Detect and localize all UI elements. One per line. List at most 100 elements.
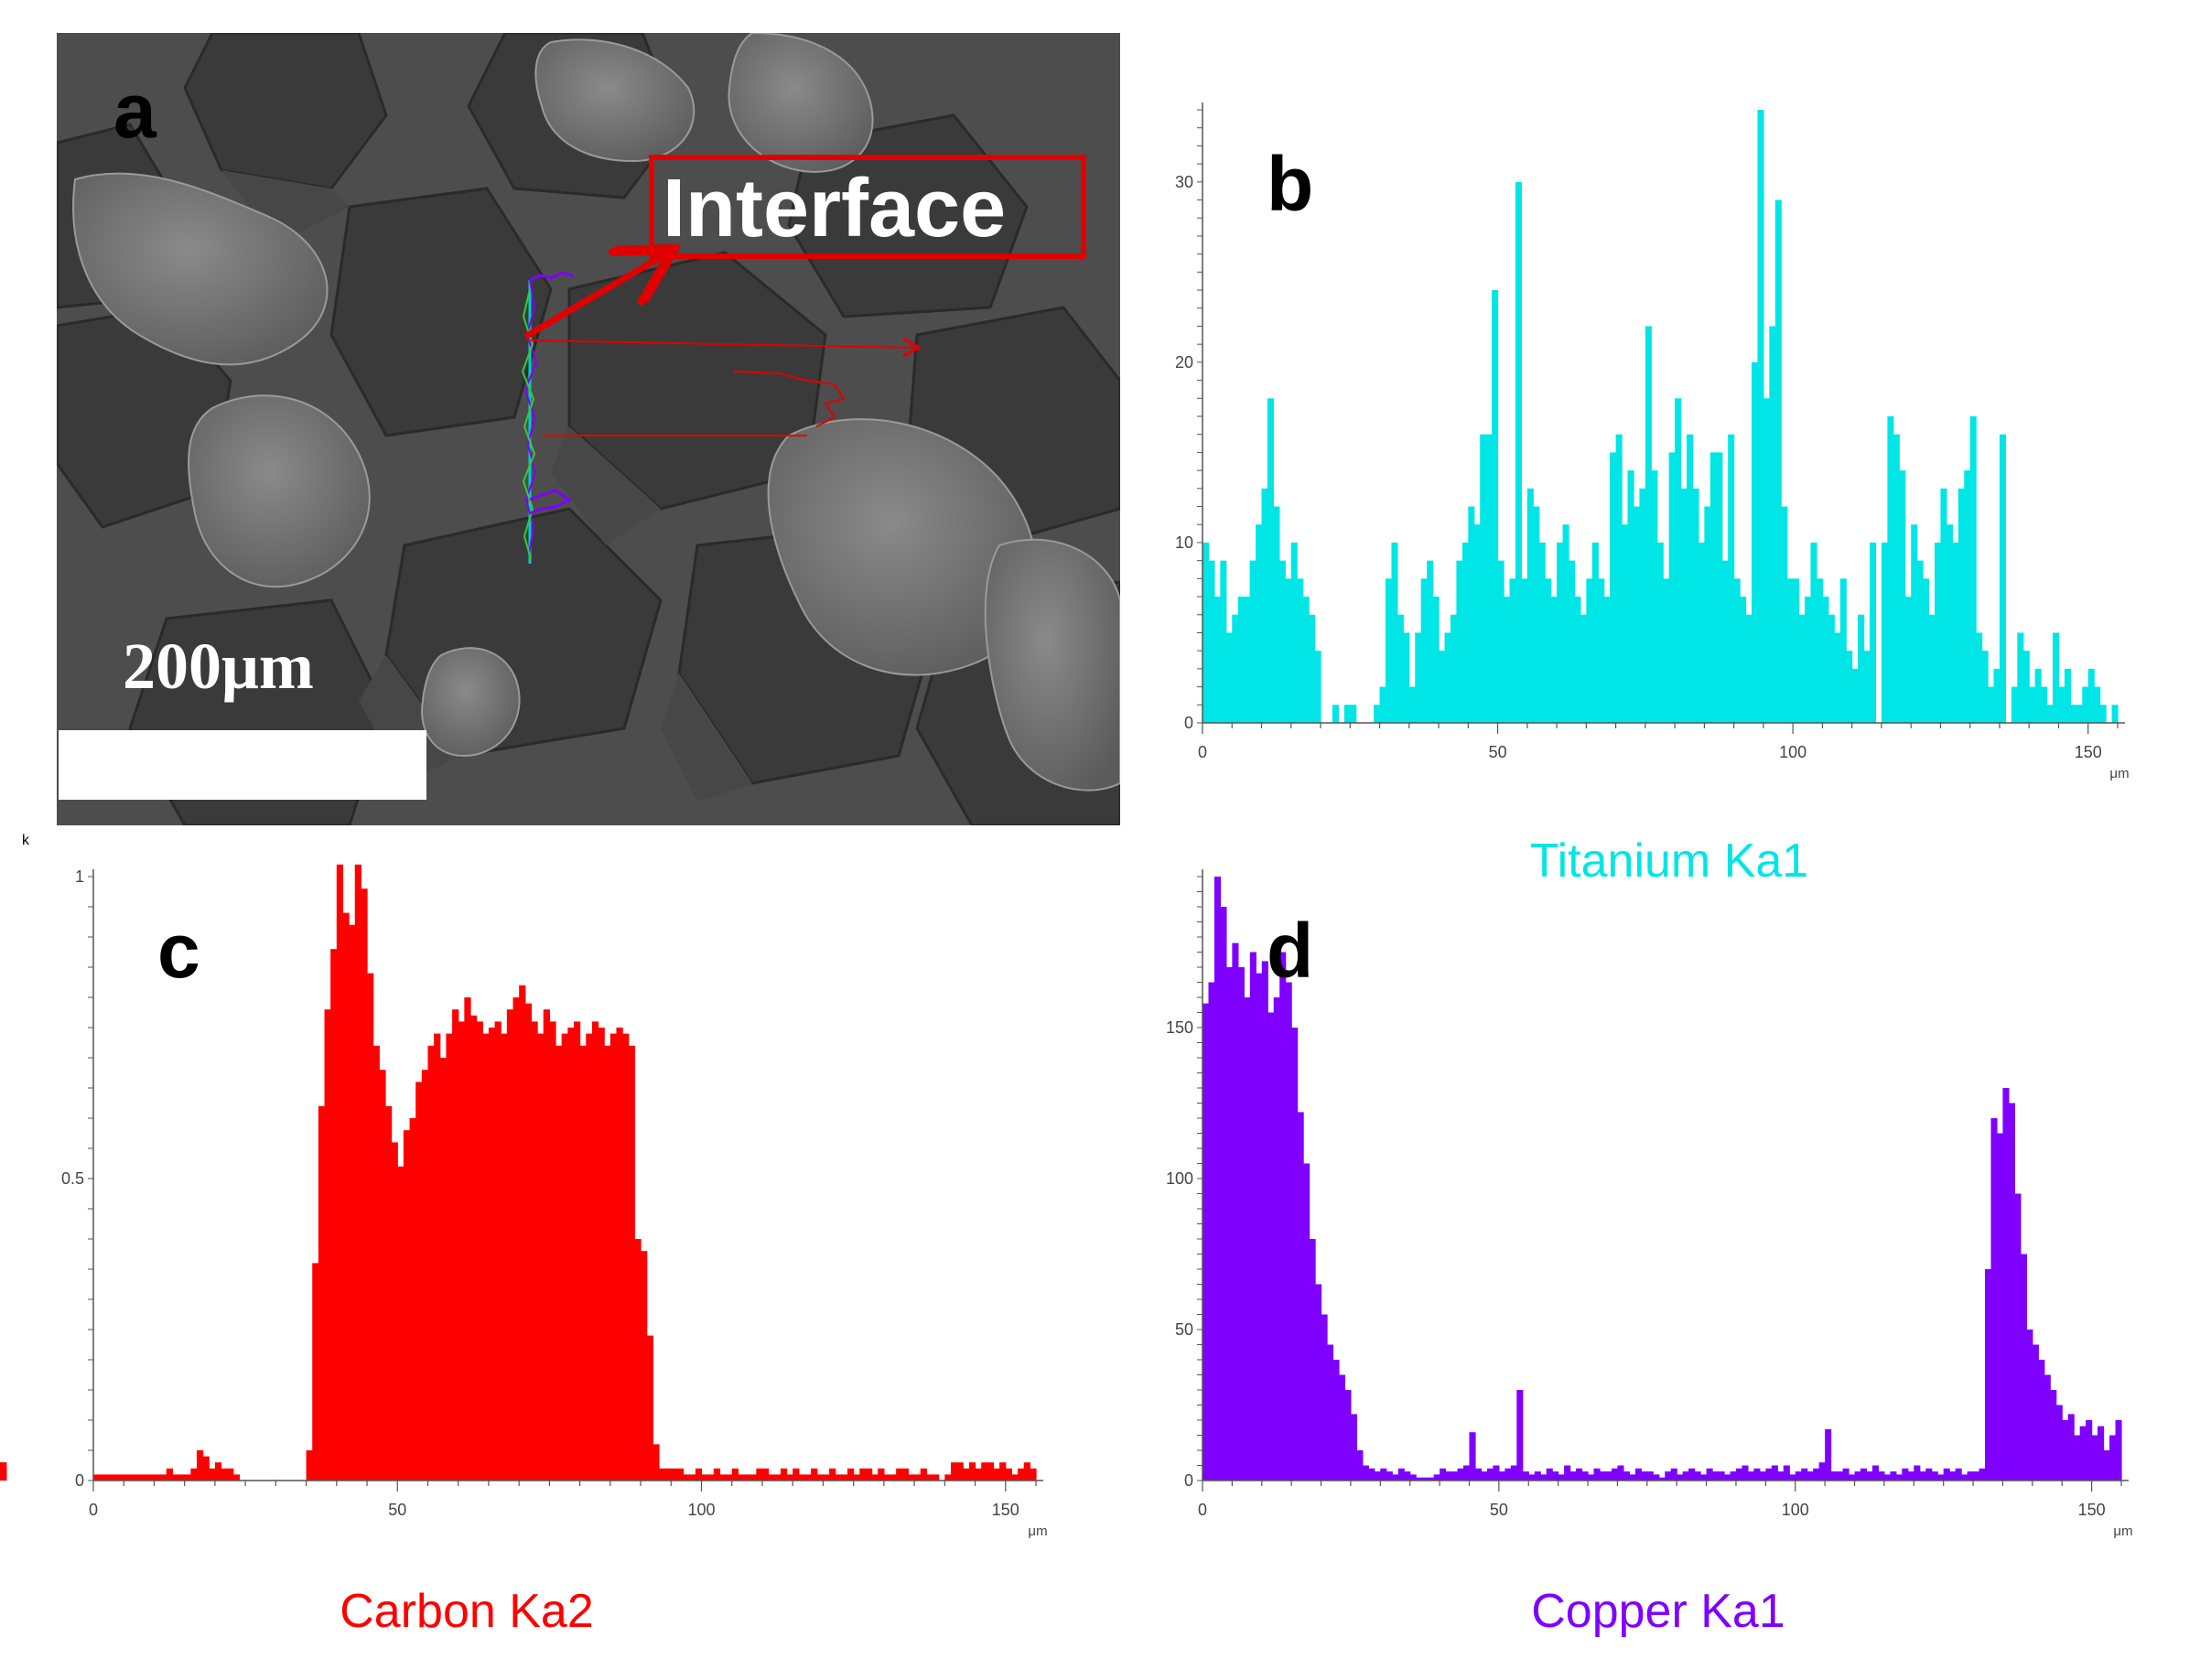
bar — [330, 949, 338, 1481]
bar — [816, 1474, 825, 1481]
bar — [1213, 597, 1221, 723]
bar — [1680, 488, 1688, 723]
bar — [1468, 506, 1475, 723]
bar — [1834, 632, 1841, 723]
bar — [1285, 982, 1292, 1481]
bar — [1557, 542, 1564, 723]
bar — [616, 1028, 623, 1481]
bar — [1391, 542, 1398, 723]
bar — [1846, 651, 1853, 723]
bar — [476, 1021, 483, 1481]
bar — [1439, 651, 1446, 723]
bar — [1285, 578, 1292, 723]
bar — [214, 1462, 222, 1481]
bar — [944, 1474, 952, 1481]
bar — [1837, 1471, 1844, 1481]
bar — [1923, 578, 1930, 723]
bar — [1397, 614, 1404, 723]
bar — [1781, 506, 1788, 723]
bar — [2094, 686, 2101, 723]
bar — [1338, 1374, 1346, 1481]
bar — [2111, 705, 2119, 723]
bar — [1480, 434, 1487, 723]
bar — [1469, 1432, 1476, 1481]
bar — [1645, 326, 1652, 723]
bar — [1688, 1468, 1696, 1481]
bar — [1753, 1468, 1761, 1481]
bar — [1545, 578, 1552, 723]
bar — [1332, 1360, 1340, 1481]
bar — [920, 1468, 927, 1481]
bar — [1783, 1465, 1790, 1481]
bar — [1789, 1474, 1796, 1481]
y-tick-label: 20 — [1175, 353, 1193, 372]
bar — [579, 1045, 587, 1481]
bar — [1854, 1471, 1861, 1481]
bar — [1999, 434, 2007, 723]
bar — [713, 1468, 721, 1481]
bar — [537, 1033, 545, 1481]
bar — [1440, 1468, 1447, 1481]
bar — [1534, 1471, 1541, 1481]
bar — [427, 1045, 435, 1481]
x-tick-label: 100 — [1782, 1501, 1809, 1519]
bar — [1765, 1468, 1773, 1481]
bar — [1213, 877, 1222, 1481]
y-tick-label: 1 — [75, 867, 84, 886]
bar — [744, 1474, 751, 1481]
bar — [1344, 1390, 1352, 1481]
x-unit-label: μm — [2109, 766, 2129, 781]
bar — [1473, 524, 1481, 723]
bar — [1851, 668, 1859, 723]
bar — [306, 1450, 313, 1481]
bar — [634, 1239, 642, 1481]
bar — [1641, 1471, 1648, 1481]
bar — [452, 1009, 459, 1481]
bar — [1858, 614, 1865, 723]
bar — [871, 1474, 879, 1481]
bar — [2074, 1435, 2081, 1481]
bar — [1481, 1471, 1488, 1481]
bar — [142, 1474, 149, 1481]
bar — [1030, 1468, 1037, 1481]
bar — [458, 1021, 465, 1481]
panel-a-letter: a — [113, 68, 157, 154]
bar — [1291, 1028, 1299, 1481]
bar — [2099, 705, 2107, 723]
bar — [1895, 1474, 1903, 1481]
scale-bar — [59, 730, 426, 800]
bar — [342, 912, 350, 1481]
bar — [178, 1474, 186, 1481]
bar — [1297, 1112, 1304, 1481]
bar — [1526, 488, 1534, 723]
bar — [470, 1015, 478, 1481]
bar — [598, 1028, 605, 1481]
bar — [312, 1263, 319, 1481]
bar — [1598, 578, 1605, 723]
bar — [1581, 1471, 1589, 1481]
bar — [1261, 488, 1268, 723]
bar — [1935, 542, 1942, 723]
bar — [1665, 1471, 1672, 1481]
y-tick-label: 10 — [1175, 533, 1193, 552]
bar — [1290, 542, 1298, 723]
bar — [2079, 1426, 2087, 1481]
bar — [804, 1474, 812, 1481]
bar — [1916, 560, 1924, 723]
bar — [609, 1033, 618, 1481]
bar — [1976, 632, 1983, 723]
bar — [1576, 1468, 1583, 1481]
bar — [464, 997, 471, 1481]
bar — [1510, 1465, 1517, 1481]
bar — [1993, 668, 2000, 723]
bar — [1687, 434, 1694, 723]
bar — [1698, 542, 1705, 723]
bar — [1700, 1474, 1708, 1481]
bar — [1752, 361, 1759, 723]
panel-letter: c — [157, 908, 200, 994]
x-tick-label: 100 — [1779, 743, 1806, 761]
bar — [494, 1021, 501, 1481]
bar — [1990, 1118, 1998, 1481]
bar — [1279, 952, 1287, 1481]
bar — [1914, 1465, 1921, 1481]
